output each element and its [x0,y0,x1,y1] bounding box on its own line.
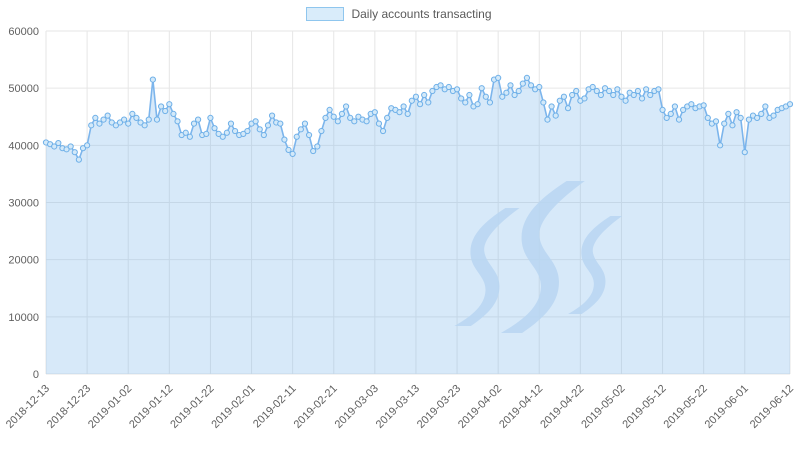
svg-text:0: 0 [33,369,39,381]
svg-text:2019-02-01: 2019-02-01 [209,383,257,431]
svg-text:30000: 30000 [8,198,39,210]
legend-item[interactable]: Daily accounts transacting [0,7,798,21]
legend-label: Daily accounts transacting [351,7,492,21]
svg-text:50000: 50000 [8,83,39,95]
svg-text:2019-06-01: 2019-06-01 [703,383,751,431]
svg-text:40000: 40000 [8,140,39,152]
x-grid [45,31,791,374]
svg-text:2019-06-12: 2019-06-12 [748,383,796,431]
svg-text:10000: 10000 [8,312,39,324]
svg-text:20000: 20000 [8,255,39,267]
x-axis-labels: 2018-12-132018-12-232019-01-022019-01-12… [4,383,796,431]
svg-text:60000: 60000 [8,26,39,38]
markers [42,74,794,163]
watermark-steem-logo [454,181,623,333]
area-series [46,77,790,374]
y-axis-labels: 0 10000 20000 30000 40000 50000 60000 [8,26,39,381]
y-grid [46,30,790,375]
legend-swatch [306,7,345,21]
